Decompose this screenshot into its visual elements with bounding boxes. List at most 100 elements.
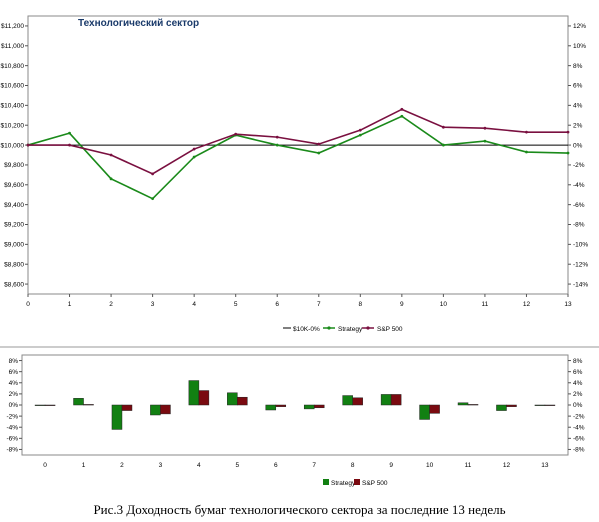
bar-sp500: [160, 404, 171, 415]
bar-y-right-tick-label: -8%: [573, 447, 585, 454]
bar-y-right-tick-label: 0%: [573, 402, 583, 409]
point-strategy: [525, 150, 528, 154]
point-strategy: [151, 197, 155, 201]
x-tick-label: 2: [109, 301, 113, 308]
point-sp500: [441, 125, 445, 129]
y-left-tick-label: $10,000: [1, 142, 25, 149]
bar-x-tick-label: 3: [159, 462, 163, 469]
x-tick-label: 5: [234, 301, 238, 308]
bar-x-tick-label: 6: [274, 462, 278, 469]
x-tick-label: 6: [275, 301, 279, 308]
bar-sp500: [275, 404, 287, 407]
point-strategy: [400, 114, 404, 118]
bar-y-left-tick-label: 2%: [9, 391, 19, 398]
point-sp500: [151, 172, 155, 176]
x-tick-label: 12: [523, 301, 531, 308]
bar-sp500: [506, 404, 517, 407]
legend-marker-sp500: [366, 326, 370, 330]
bar-strategy: [419, 404, 430, 420]
bar-y-right-tick-label: -4%: [573, 424, 585, 431]
bar-y-right-tick-label: 8%: [573, 358, 583, 365]
line-plot-area: [27, 15, 569, 295]
bar-strategy: [342, 395, 353, 406]
bar-series-group: [34, 380, 556, 430]
y-right-tick-label: 4%: [573, 103, 583, 110]
bar-x-tick-label: 7: [312, 462, 316, 469]
x-tick-label: 11: [482, 301, 489, 308]
bar-legend: Strategy S&P 500: [323, 479, 388, 487]
y-left-tick-label: $9,800: [4, 162, 24, 169]
bar-strategy: [34, 404, 46, 406]
x-tick-label: 10: [440, 301, 448, 308]
point-strategy: [317, 151, 321, 155]
point-strategy: [68, 131, 71, 135]
bar-strategy: [496, 404, 507, 411]
bar-strategy: [534, 404, 546, 406]
bar-sp500: [198, 390, 210, 406]
x-tick-label: 3: [151, 301, 155, 308]
y-left-tick-label: $10,400: [1, 103, 25, 110]
figure-caption: Рис.3 Доходность бумаг технологического …: [93, 502, 506, 517]
bar-sp500: [237, 396, 248, 406]
x-tick-label: 9: [400, 301, 404, 308]
legend-item-strategy: Strategy: [323, 326, 363, 333]
point-strategy: [192, 155, 196, 159]
y-left-tick-label: $8,800: [4, 261, 24, 268]
point-sp500: [26, 143, 30, 147]
bar-x-tick-label: 13: [541, 462, 549, 469]
point-sp500: [400, 107, 404, 111]
point-sp500: [566, 130, 570, 134]
series-line-strategy: [27, 115, 569, 200]
bar-sp500: [467, 404, 479, 406]
bar-x-tick-label: 2: [120, 462, 124, 469]
x-tick-label: 8: [358, 301, 362, 308]
bar-x-tick-label: 8: [351, 462, 355, 469]
bar-y-axis-right: -8% -6% -4% -2% 0% 2% 4% 6% 8%: [568, 358, 585, 454]
series-line-sp500: [28, 108, 568, 175]
line-series-group: [26, 107, 570, 201]
bar-y-left-tick-label: -4%: [6, 424, 18, 431]
y-left-tick-label: $9,200: [4, 222, 24, 229]
bar-strategy: [188, 380, 200, 406]
y-left-tick-label: $10,200: [1, 122, 25, 129]
bar-strategy: [73, 398, 84, 406]
y-right-tick-label: -8%: [573, 222, 585, 229]
y-right-tick-label: -2%: [573, 162, 585, 169]
y-right-tick-label: -10%: [573, 242, 588, 249]
legend-label-sp500: S&P 500: [377, 326, 403, 333]
point-strategy: [441, 143, 445, 147]
legend-marker-strategy: [327, 326, 331, 330]
bar-strategy: [303, 404, 315, 410]
bar-x-tick-label: 1: [82, 462, 86, 469]
bar-sp500: [44, 404, 56, 406]
bar-y-left-tick-label: 0%: [9, 402, 19, 409]
point-sp500: [192, 147, 196, 151]
legend-swatch-strategy-bar: [323, 479, 329, 485]
x-tick-label: 7: [317, 301, 321, 308]
point-sp500: [317, 142, 321, 146]
y-left-tick-label: $9,000: [4, 242, 24, 249]
bar-sp500: [429, 404, 440, 414]
bar-sp500: [121, 404, 133, 411]
line-legend: $10K-0% Strategy S&P 500: [283, 326, 403, 333]
bar-plot-area: [21, 354, 569, 456]
bar-y-right-tick-label: -6%: [573, 436, 585, 443]
legend-item-sp500: S&P 500: [362, 326, 403, 333]
y-right-tick-label: 12%: [573, 23, 586, 30]
y-right-tick-label: 0%: [573, 142, 583, 149]
y-left-tick-label: $10,600: [1, 83, 25, 90]
line-y-axis-left: $8,600 $8,800 $9,000 $9,200 $9,400 $9,600 $9,8…: [1, 23, 28, 288]
point-strategy: [358, 133, 362, 137]
bar-strategy: [227, 392, 238, 406]
y-right-tick-label: 2%: [573, 122, 583, 129]
bar-strategy: [150, 404, 161, 416]
bar-strategy: [265, 404, 277, 411]
bar-strategy: [111, 404, 123, 430]
bar-y-left-tick-label: -2%: [6, 413, 18, 420]
legend-swatch-sp500-bar: [354, 479, 360, 485]
bar-y-axis-left: -8% -6% -4% -2% 0% 2% 4% 6% 8%: [6, 358, 22, 454]
point-sp500: [68, 143, 71, 147]
point-strategy: [109, 177, 113, 181]
bar-y-right-tick-label: 2%: [573, 391, 583, 398]
